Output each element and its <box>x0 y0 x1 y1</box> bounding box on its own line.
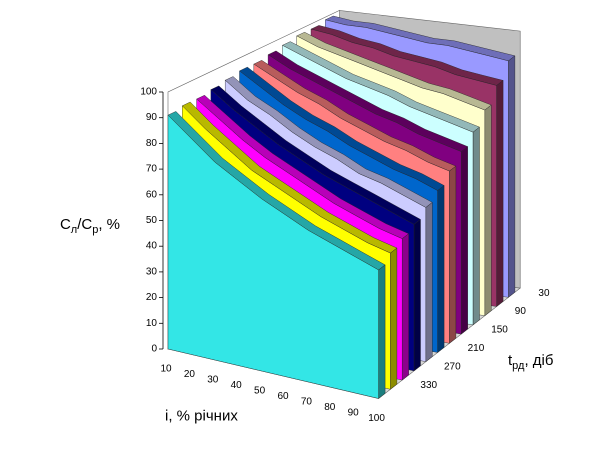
y-axis-title-part: , % <box>98 216 120 233</box>
z-axis-title-part: , діб <box>524 352 553 369</box>
x-tick-label: 10 <box>160 364 172 375</box>
ribbon-end <box>390 247 398 390</box>
z-tick-label: 90 <box>515 306 527 317</box>
ribbon-end <box>461 146 468 335</box>
z-tick-label: 210 <box>468 343 485 354</box>
y-axis-title-part: /C <box>77 216 92 233</box>
x-tick-label: 40 <box>231 380 243 391</box>
ribbon-end <box>508 55 516 298</box>
y-tick-label: 30 <box>146 266 158 277</box>
z-tick-label: 30 <box>538 288 550 299</box>
z-axis-title-part: t <box>508 352 513 369</box>
ribbon-end <box>413 218 421 372</box>
x-tick-label: 50 <box>254 386 266 397</box>
ribbon-face <box>167 114 379 399</box>
ribbon-end <box>402 233 409 381</box>
y-tick-label: 80 <box>146 138 158 149</box>
y-axis-title-sub: р <box>92 224 98 236</box>
y-tick-label: 50 <box>146 215 158 226</box>
ribbon-end <box>496 79 504 307</box>
z-tick-label: 150 <box>491 325 508 336</box>
y-tick-label: 20 <box>146 292 158 303</box>
x-tick-label: 90 <box>348 408 360 419</box>
ribbon-end <box>472 126 480 326</box>
z-axis-title-sub: рд <box>512 360 525 372</box>
x-tick-label: 20 <box>184 369 196 380</box>
z-tick-label: 330 <box>420 380 437 391</box>
z-tick-label: 270 <box>444 361 461 372</box>
x-tick-label: 80 <box>324 402 336 413</box>
y-tick-label: 100 <box>140 87 157 98</box>
x-tick-label: 100 <box>368 413 385 424</box>
ribbon-end <box>449 165 457 344</box>
y-axis-title-sub: л <box>71 224 77 236</box>
y-tick-label: 90 <box>146 112 158 123</box>
x-axis-title: i, % річних <box>165 408 238 425</box>
x-tick-label: 30 <box>207 375 219 386</box>
y-tick-label: 10 <box>146 318 158 329</box>
ribbon-end <box>425 201 433 363</box>
y-tick-label: 40 <box>146 241 158 252</box>
z-axis-title: tрд, діб <box>508 352 553 373</box>
x-tick-label: 60 <box>277 391 289 402</box>
y-axis-title: Cл/Cр, % <box>60 216 120 237</box>
y-tick-label: 60 <box>146 189 158 200</box>
y-axis-title-part: C <box>60 216 71 233</box>
y-tick-label: 70 <box>146 164 158 175</box>
ribbon-end <box>378 264 386 399</box>
x-tick-label: 70 <box>301 397 313 408</box>
ribbon-end <box>437 185 445 353</box>
y-tick-label: 0 <box>151 344 157 355</box>
ribbon-end <box>484 104 492 317</box>
series <box>167 111 386 399</box>
